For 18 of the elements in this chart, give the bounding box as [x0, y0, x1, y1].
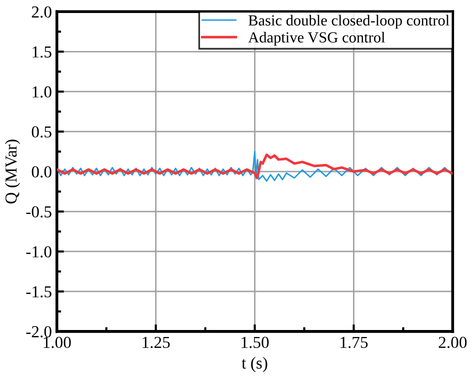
y-tick-label: -2.0	[26, 326, 52, 338]
y-tick-label: -0.5	[26, 206, 52, 218]
legend-label: Adaptive VSG control	[248, 32, 385, 46]
y-tick-label: 0.5	[32, 126, 52, 138]
y-tick-label: 2.0	[32, 6, 52, 18]
y-axis-title: Q (MVar)	[4, 140, 20, 204]
x-tick-label: 1.75	[340, 336, 368, 348]
x-tick-label: 1.25	[142, 336, 170, 348]
x-tick-label: 1.00	[44, 336, 71, 348]
x-axis-title: t (s)	[242, 356, 268, 372]
y-tick-label: 1.5	[32, 46, 52, 58]
legend-label: Basic double closed-loop control	[248, 14, 450, 29]
y-tick-label: -1.5	[26, 286, 52, 298]
y-tick-label: 1.0	[32, 86, 52, 98]
y-tick-label: -1.0	[26, 246, 52, 258]
x-tick-label: 1.50	[242, 336, 269, 348]
y-tick-label: 0.0	[32, 166, 52, 178]
x-tick-label: 2.00	[438, 336, 467, 348]
